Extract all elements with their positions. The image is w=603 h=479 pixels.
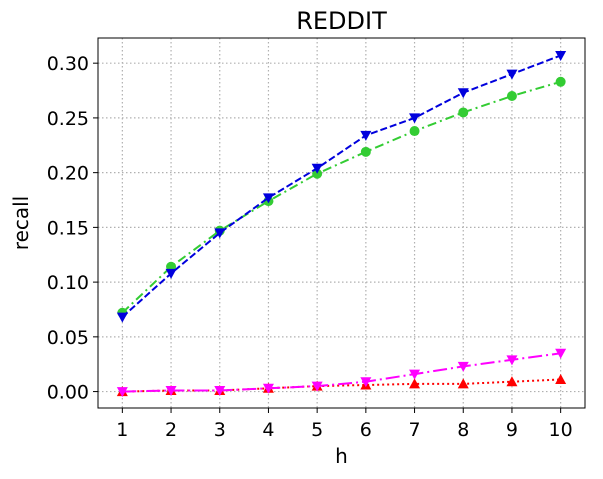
- series-2: [116, 51, 567, 323]
- y-axis: 0.00 0.05 0.10 0.15 0.20 0.25 0.30: [47, 53, 98, 404]
- data-point: [409, 113, 421, 124]
- y-axis-label: recall: [9, 196, 33, 250]
- data-point: [116, 312, 128, 323]
- x-axis-label: h: [335, 444, 348, 468]
- data-point: [506, 355, 518, 366]
- data-point: [555, 374, 567, 385]
- data-point: [214, 228, 226, 239]
- y-tick-label: 0.00: [47, 382, 89, 404]
- data-point: [116, 387, 128, 398]
- series-line: [122, 352, 561, 393]
- y-tick-label: 0.30: [47, 53, 89, 75]
- data-point: [506, 91, 517, 102]
- x-tick-label: 1: [116, 419, 128, 441]
- x-tick-label: 7: [409, 419, 421, 441]
- x-tick-label: 9: [506, 419, 518, 441]
- y-tick-label: 0.25: [47, 108, 89, 130]
- data-point: [506, 69, 518, 80]
- data-point: [165, 268, 177, 279]
- data-point: [262, 383, 274, 394]
- y-tick-label: 0.10: [47, 272, 89, 294]
- data-point: [311, 381, 323, 392]
- x-tick-label: 4: [262, 419, 274, 441]
- data-point: [214, 385, 226, 396]
- y-tick-label: 0.15: [47, 217, 89, 239]
- data-point: [409, 378, 421, 389]
- data-point: [311, 163, 323, 174]
- x-tick-label: 10: [549, 419, 573, 441]
- plot-frame: [97, 37, 586, 409]
- data-point: [165, 385, 177, 396]
- data-point: [457, 361, 469, 372]
- chart-title: REDDIT: [296, 7, 387, 35]
- data-point: [458, 107, 469, 118]
- series-line: [121, 54, 561, 318]
- data-point: [360, 377, 372, 388]
- series-3: [116, 374, 567, 397]
- data-point: [555, 348, 567, 359]
- grid: [98, 38, 585, 408]
- series-line: [121, 80, 561, 314]
- data-point: [262, 193, 274, 204]
- y-tick-label: 0.05: [47, 327, 89, 349]
- x-tick-label: 3: [214, 419, 226, 441]
- data-point: [409, 126, 420, 137]
- x-tick-label: 5: [311, 419, 323, 441]
- data-point: [555, 51, 567, 62]
- data-point: [360, 146, 371, 157]
- data-point: [506, 376, 518, 387]
- series-line: [122, 378, 561, 393]
- x-tick-label: 6: [360, 419, 372, 441]
- x-axis: 1 2 3 4 5 6 7 8 9 10: [116, 408, 573, 441]
- data-point: [457, 378, 469, 389]
- series-group: [116, 51, 567, 398]
- data-point: [409, 369, 421, 380]
- y-tick-label: 0.20: [47, 163, 89, 185]
- data-point: [457, 88, 469, 99]
- x-tick-label: 2: [165, 419, 177, 441]
- data-point: [360, 130, 372, 141]
- data-point: [555, 76, 566, 87]
- series-4: [116, 348, 567, 398]
- x-tick-label: 8: [457, 419, 469, 441]
